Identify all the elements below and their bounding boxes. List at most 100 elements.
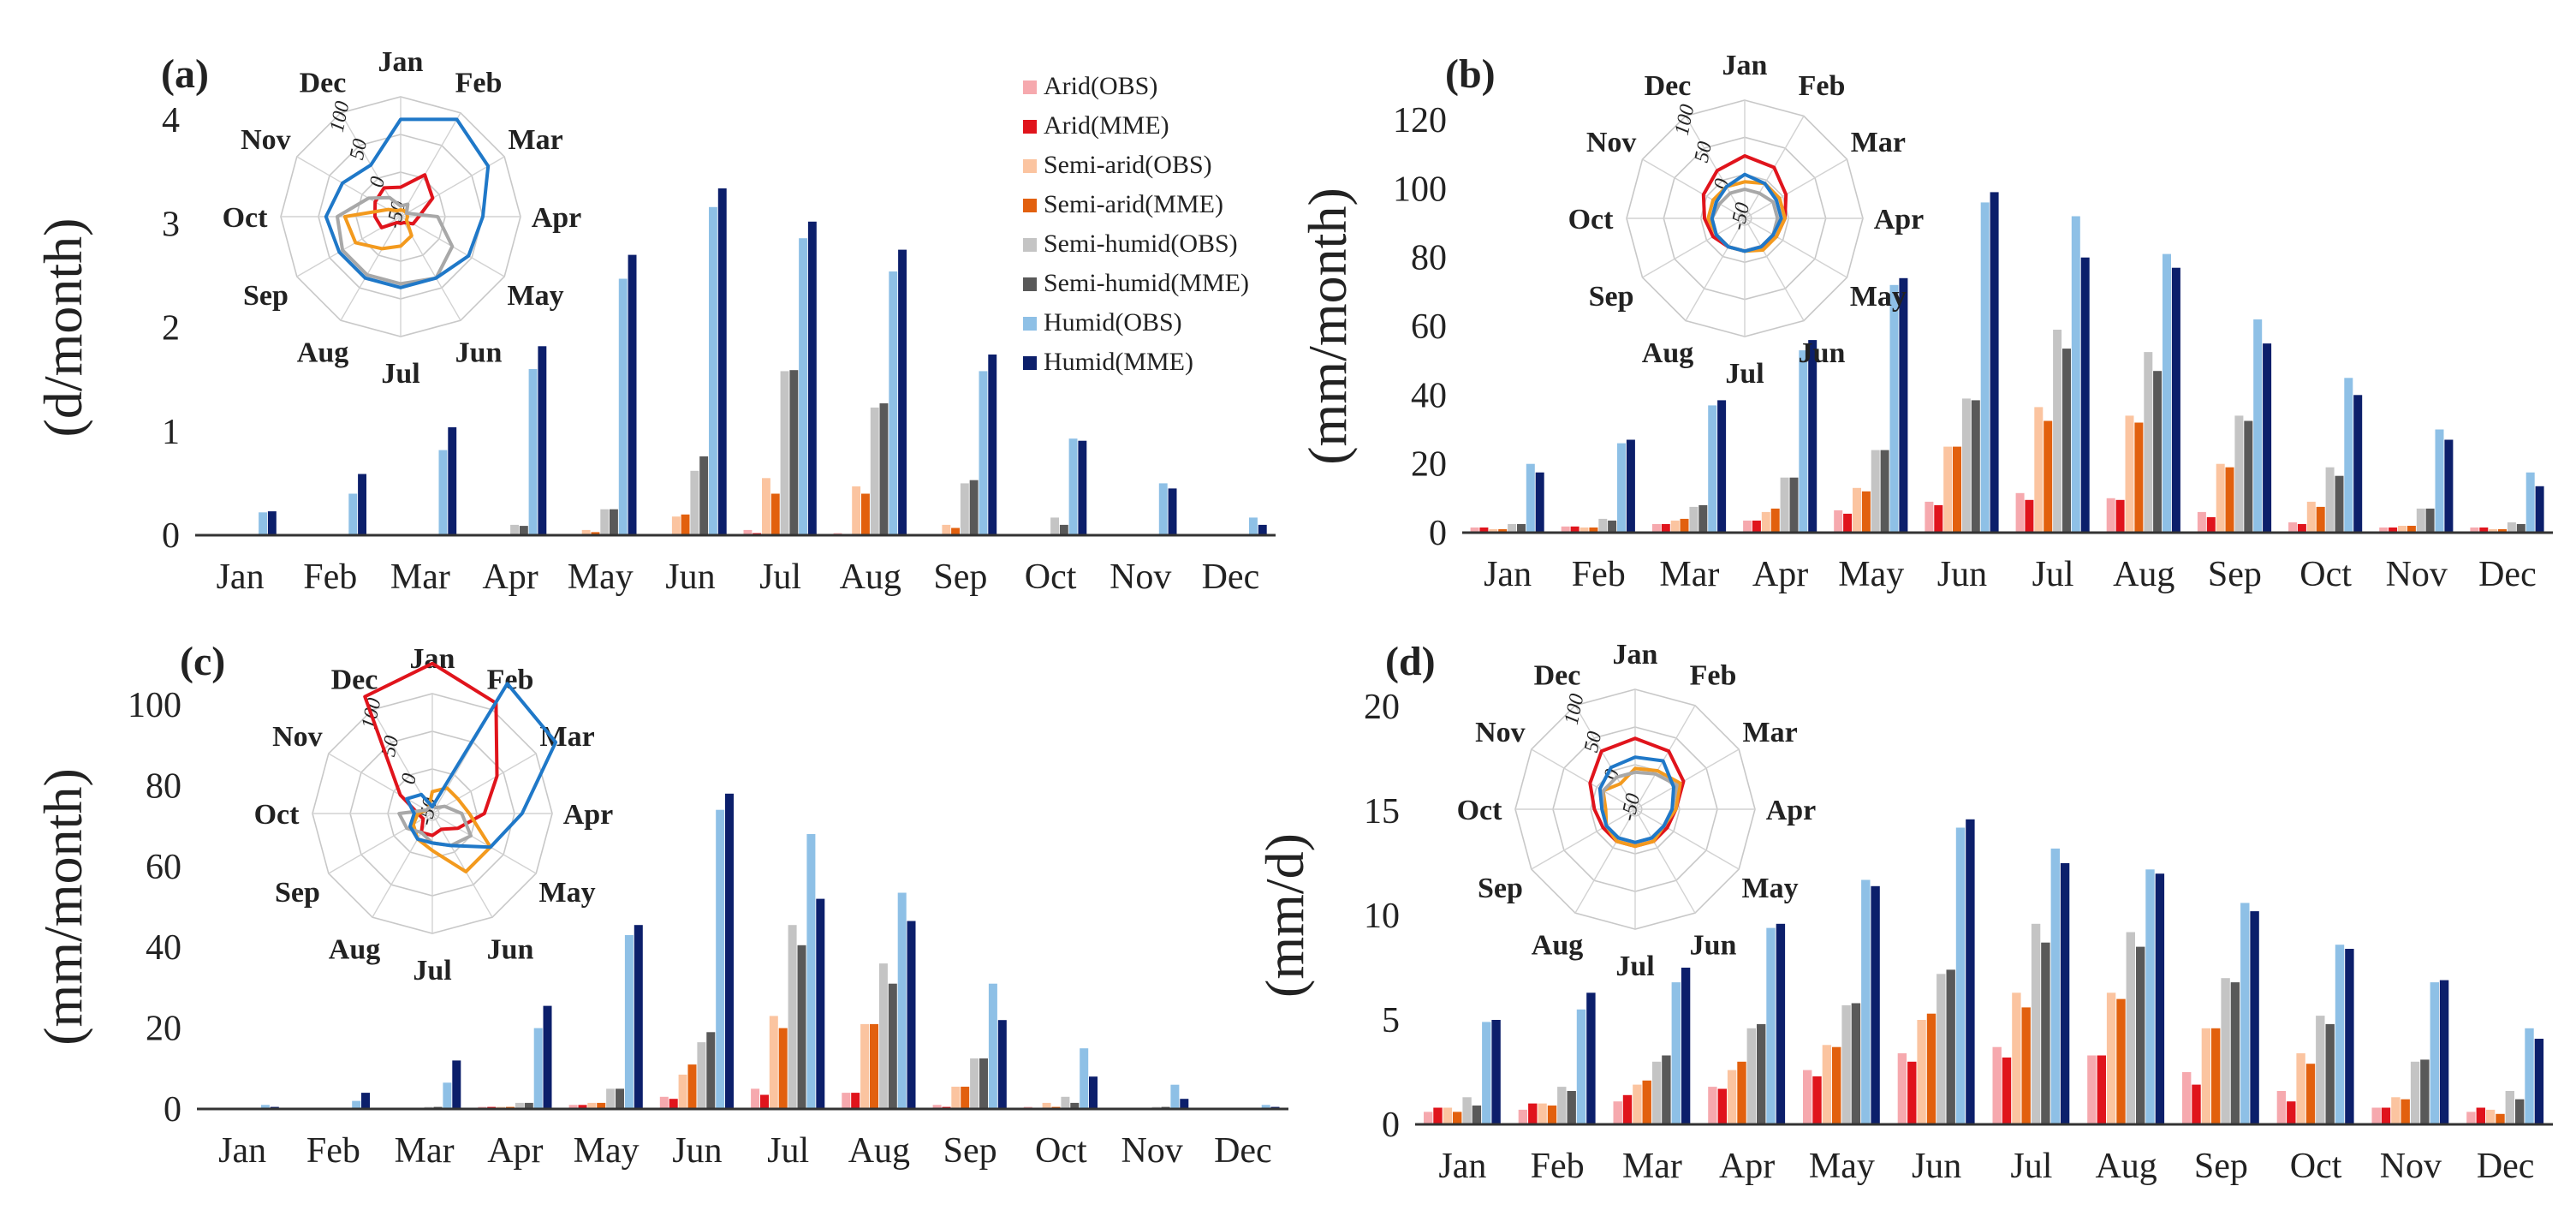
bar <box>898 249 907 535</box>
y-axis-label: (mm/month) <box>33 768 93 1046</box>
bar <box>861 493 870 535</box>
bar <box>1971 400 1980 533</box>
bar <box>1080 1048 1089 1109</box>
x-tick-label: Jan <box>1484 555 1532 594</box>
bar <box>2444 439 2454 533</box>
bar <box>2125 415 2134 533</box>
bar <box>2297 524 2306 533</box>
bar <box>2507 522 2516 533</box>
bar <box>2335 945 2345 1124</box>
bar <box>348 493 358 535</box>
bar <box>706 1032 716 1109</box>
bar <box>1482 1022 1491 1124</box>
bar <box>1770 508 1780 533</box>
x-tick-label: Feb <box>1572 555 1626 594</box>
radar-month-label: Nov <box>272 721 323 753</box>
bar <box>2031 923 2041 1124</box>
bar <box>510 524 519 535</box>
bar <box>2015 492 2025 533</box>
bar <box>2389 528 2398 533</box>
bar <box>1633 1084 1642 1124</box>
bar <box>1822 1045 1832 1124</box>
y-axis-label: (d/month) <box>33 218 93 438</box>
radar-tick-label: 0 <box>366 175 390 189</box>
bar <box>624 935 634 1109</box>
bar <box>2050 848 2060 1124</box>
bar <box>1841 1004 1851 1124</box>
bar <box>2296 1053 2305 1124</box>
bar <box>2201 1028 2211 1124</box>
bar <box>951 1087 961 1109</box>
bar <box>2136 946 2145 1124</box>
radar-inset: 100500-50JanFebMarAprMayJunJulAugSepOctN… <box>254 643 614 986</box>
bar <box>448 426 457 535</box>
y-tick-label: 1 <box>162 413 180 452</box>
bar <box>2244 420 2253 533</box>
y-axis-label: (mm/month) <box>1297 188 1358 465</box>
x-tick-label: Jul <box>767 1131 809 1171</box>
y-tick-label: 20 <box>1364 688 1400 727</box>
bar <box>2406 526 2416 533</box>
radar-month-label: Sep <box>1478 873 1523 904</box>
bar <box>1261 1105 1270 1109</box>
radar-spoke <box>1685 218 1746 321</box>
bar <box>2335 475 2344 533</box>
x-tick-label: Apr <box>1719 1147 1775 1186</box>
radar-month-label: Aug <box>1642 337 1693 369</box>
legend-label: Semi-humid(MME) <box>1044 269 1249 297</box>
bar <box>1746 1028 1756 1124</box>
bar <box>2498 529 2507 533</box>
bar <box>1757 1023 1766 1124</box>
x-tick-label: Dec <box>1214 1131 1272 1171</box>
x-tick-label: Jan <box>1438 1147 1486 1186</box>
radar-month-label: Jun <box>1690 930 1737 962</box>
legend-swatch <box>1023 159 1037 173</box>
bar <box>988 355 997 535</box>
bar <box>1812 1076 1822 1124</box>
x-tick-label: Mar <box>1622 1147 1682 1186</box>
radar-month-label: Nov <box>1475 717 1526 748</box>
bar <box>2206 516 2216 533</box>
bar <box>743 529 753 535</box>
bar <box>2155 873 2165 1124</box>
bar <box>842 1093 851 1109</box>
x-tick-label: Nov <box>1121 1131 1182 1171</box>
bar <box>1953 446 1961 533</box>
bar <box>2250 911 2259 1124</box>
bar <box>1776 923 1786 1124</box>
bar <box>671 516 681 535</box>
x-tick-label: Nov <box>1110 557 1171 597</box>
bar <box>678 1074 687 1109</box>
bar <box>1651 1061 1662 1124</box>
radar-month-label: Mar <box>1743 717 1798 748</box>
bar <box>1717 1088 1727 1124</box>
bar <box>2505 1091 2514 1124</box>
bar <box>1708 405 1717 533</box>
bar <box>2470 528 2479 533</box>
bar <box>597 1102 606 1109</box>
bar <box>1789 477 1799 533</box>
bar <box>2305 1064 2316 1124</box>
x-tick-label: Sep <box>943 1131 997 1171</box>
x-tick-label: Oct <box>1035 1131 1087 1171</box>
panel-label: (b) <box>1445 51 1496 97</box>
bar <box>1617 443 1626 533</box>
bar <box>2425 508 2435 533</box>
bar <box>988 983 997 1109</box>
bar <box>2115 499 2125 533</box>
legend-label: Semi-arid(OBS) <box>1044 151 1212 179</box>
bar <box>2221 978 2230 1124</box>
bar <box>2145 869 2155 1124</box>
bar <box>1168 488 1177 535</box>
bar <box>2391 1097 2400 1124</box>
x-tick-label: Feb <box>303 557 357 597</box>
radar-series-humid <box>324 117 491 289</box>
radar-month-label: Sep <box>243 280 289 312</box>
bar <box>2371 1107 2381 1124</box>
bar <box>2230 982 2240 1124</box>
panel-label: (c) <box>180 639 225 684</box>
bar <box>2044 420 2053 533</box>
bar <box>1613 1101 1622 1124</box>
bar <box>1598 518 1608 533</box>
